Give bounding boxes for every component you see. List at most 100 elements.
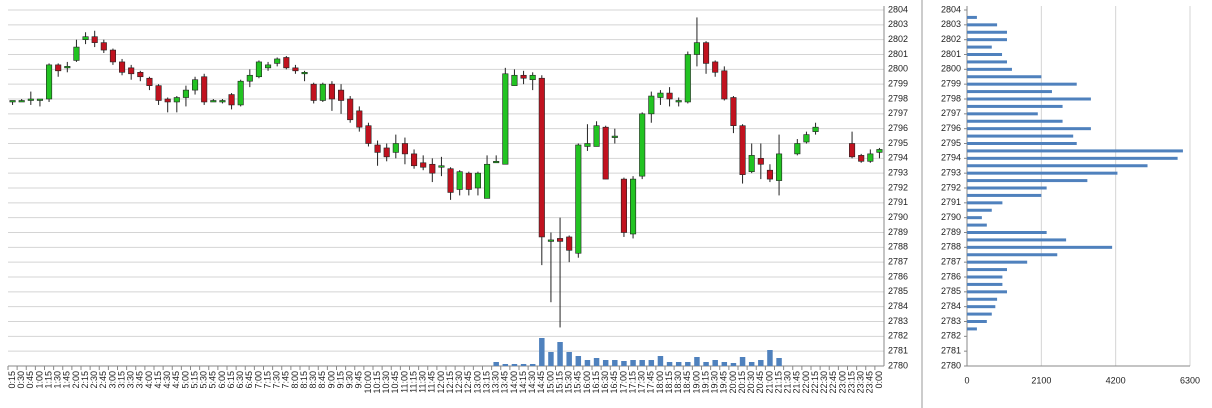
profile-bar	[967, 201, 1003, 205]
y-tick-label: 2803	[941, 19, 961, 29]
y-tick-label: 2788	[888, 242, 908, 252]
candle-body	[474, 172, 481, 189]
candle-body	[566, 236, 573, 251]
profile-bar	[967, 297, 998, 301]
x-tick-label: 0:30	[16, 371, 26, 389]
y-tick-label: 2794	[941, 153, 961, 163]
candle-body	[675, 100, 682, 103]
x-tick-label: 13:45	[500, 371, 510, 394]
volume-bar	[621, 361, 627, 366]
candle-body	[55, 64, 62, 72]
volume-bar	[520, 364, 527, 366]
volume-bar	[584, 360, 591, 366]
x-tick-label: 6:15	[226, 371, 236, 389]
profile-bar	[967, 119, 1063, 123]
x-tick-label: 17:15	[627, 371, 637, 394]
candle-body	[794, 143, 801, 155]
y-tick-label: 2793	[941, 168, 961, 178]
candle-body	[502, 73, 509, 165]
profile-bar	[967, 30, 1007, 34]
x-tick-label: 18:45	[682, 371, 692, 394]
candle-body	[493, 161, 500, 164]
x-tick-label: 3:30	[126, 371, 136, 389]
y-tick-label: 2790	[941, 212, 961, 222]
x-tick-label: 2:30	[89, 371, 99, 389]
x-tick-label: 5:45	[208, 371, 218, 389]
candle-body	[137, 72, 144, 78]
candle-body	[776, 153, 783, 181]
x-tick-label: 15:00	[545, 371, 555, 394]
profile-bar	[967, 45, 992, 49]
candle-body	[182, 89, 189, 98]
y-tick-label: 2799	[888, 79, 908, 89]
x-tick-label: 13:00	[472, 371, 482, 394]
y-tick-label: 2790	[888, 212, 908, 222]
candle-body	[319, 83, 326, 101]
candle-body	[338, 89, 345, 101]
candle-body	[739, 125, 746, 175]
x-tick-label: 18:30	[673, 371, 683, 394]
y-tick-label: 2784	[941, 301, 961, 311]
profile-bar	[967, 156, 1178, 160]
profile-bar	[967, 282, 1003, 286]
profile-bar	[967, 134, 1074, 138]
candle-body	[9, 100, 16, 103]
profile-bar	[967, 275, 1003, 279]
candle-body	[109, 49, 116, 63]
candle-body	[164, 98, 171, 103]
candle-body	[693, 42, 700, 55]
candle-body	[64, 66, 71, 69]
x-tick-label: 2:00	[71, 371, 81, 389]
x-tick-label: 2:45	[98, 371, 108, 389]
candle-body	[155, 85, 162, 101]
x-tick-label: 14:45	[536, 371, 546, 394]
candle-body	[520, 74, 527, 79]
candle-body	[328, 83, 335, 100]
volume-bar	[602, 360, 609, 366]
x-tick-label: 0:45	[25, 371, 35, 389]
y-tick-label: 2793	[888, 168, 908, 178]
candle-body	[630, 178, 637, 235]
volume-bar	[548, 352, 554, 366]
candle-body	[310, 83, 317, 101]
x-tick-label: 20:30	[746, 371, 756, 394]
x-tick-label: 2:15	[80, 371, 90, 389]
x-tick-label: 21:45	[792, 371, 802, 394]
x-tick-label: 10:00	[363, 371, 373, 394]
x-tick-label: 12:15	[445, 371, 455, 394]
candle-body	[575, 144, 582, 254]
candle-body	[602, 126, 609, 180]
x-tick-label: 8:15	[299, 371, 309, 389]
profile-bar	[967, 149, 1183, 153]
x-tick-label: 8:30	[308, 371, 318, 389]
y-tick-label: 2785	[888, 286, 908, 296]
x-tick-label: 9:45	[354, 371, 364, 389]
candle-body	[46, 64, 53, 100]
candle-body	[265, 64, 272, 69]
candle-body	[146, 77, 153, 86]
profile-bar	[967, 216, 982, 220]
profile-bar	[967, 320, 987, 323]
candle-body	[237, 80, 244, 106]
candle-body	[849, 143, 856, 158]
x-tick-label: 11:00	[399, 371, 409, 393]
x-tick-label: 7:15	[262, 371, 272, 389]
candle-body	[119, 61, 126, 73]
y-tick-label: 2801	[941, 49, 961, 59]
x-tick-label: 4:15	[153, 371, 163, 389]
profile-bar	[967, 245, 1113, 249]
candle-body	[529, 74, 536, 81]
x-tick-label: 16:15	[591, 371, 601, 394]
volume-bar	[511, 364, 518, 366]
candle-body	[812, 126, 819, 132]
x-tick-label: 12:30	[454, 371, 464, 394]
x-tick-label: 6:30	[235, 371, 245, 389]
candle-body	[438, 165, 445, 168]
candle-body	[867, 153, 874, 162]
candle-body	[484, 163, 491, 199]
x-tick-label: 2100	[1031, 375, 1051, 385]
volume-bar	[748, 362, 755, 366]
profile-bar	[967, 82, 1077, 86]
profile-bar	[967, 238, 1067, 242]
candle-body	[383, 147, 390, 158]
